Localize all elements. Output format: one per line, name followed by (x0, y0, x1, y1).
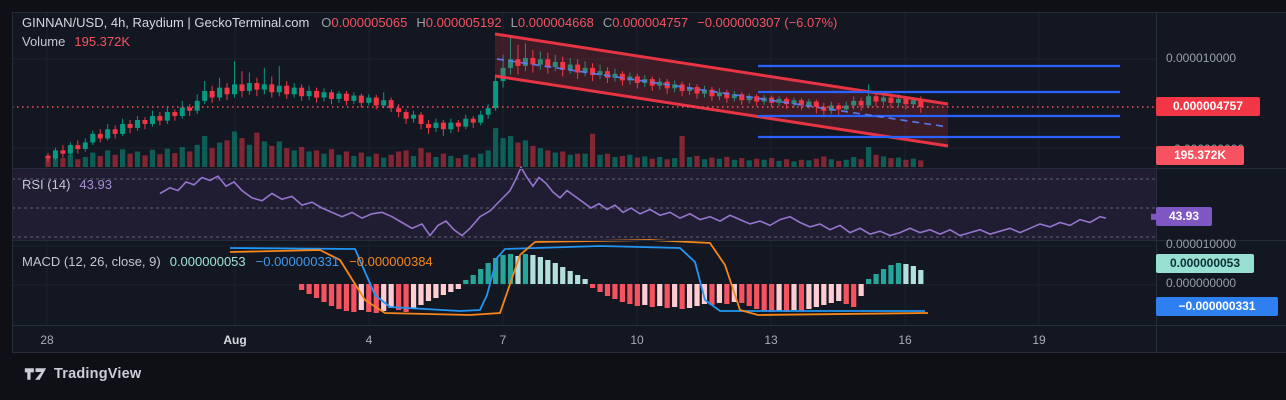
time-axis-label: 4 (365, 333, 373, 347)
time-axis-label: 13 (764, 333, 778, 347)
ohlc-letter-o: O (321, 15, 332, 30)
ohlc-value-l: 0.000004668 (517, 15, 594, 30)
time-axis-label: Aug (223, 333, 247, 347)
macd-positive-badge: 0.000000053 (1156, 254, 1254, 273)
time-axis-label: 19 (1032, 333, 1046, 347)
tradingview-logo-icon (24, 368, 47, 380)
rsi-value: 43.93 (79, 177, 112, 192)
time-axis-label: 28 (40, 333, 54, 347)
volume-badge: 195.372K (1156, 146, 1244, 165)
ohlc-value-o: 0.000005065 (331, 15, 408, 30)
current-price-badge: 0.000004757 (1156, 97, 1260, 116)
ohlc-letter-l: L (510, 15, 518, 30)
time-axis-label: 16 (898, 333, 912, 347)
macd-label[interactable]: MACD (12, 26, close, 9) (22, 254, 161, 269)
macd-axis-label-top: 0.000010000 (1166, 237, 1237, 251)
ohlc-value-c: 0.000004757 (612, 15, 689, 30)
time-axis-label: 7 (499, 333, 507, 347)
legend-volume: Volume 195.372K (22, 34, 130, 49)
macd-axis-label-zero: 0.000000000 (1166, 276, 1237, 290)
price-change: −0.000000307 (−6.07%) (697, 15, 838, 30)
macd-value-0: 0.000000053 (169, 254, 246, 269)
legend-rsi: RSI (14) 43.93 (22, 177, 112, 192)
ohlc-value-h: 0.000005192 (425, 15, 502, 30)
rsi-label[interactable]: RSI (14) (22, 177, 71, 192)
rsi-badge: 43.93 (1156, 207, 1212, 226)
symbol-title[interactable]: GINNAN/USD, 4h, Raydium | GeckoTerminal.… (22, 15, 310, 30)
volume-value: 195.372K (74, 34, 131, 49)
tradingview-watermark-text: TradingView (54, 366, 142, 382)
volume-label[interactable]: Volume (22, 34, 66, 49)
macd-negative-badge: −0.000000331 (1156, 297, 1278, 316)
legend-price: GINNAN/USD, 4h, Raydium | GeckoTerminal.… (22, 15, 837, 30)
ohlc-letter-h: H (416, 15, 426, 30)
tradingview-watermark[interactable]: TradingView (24, 366, 141, 382)
macd-value-1: −0.000000331 (255, 254, 340, 269)
macd-value-2: −0.000000384 (349, 254, 433, 269)
time-axis-label: 10 (630, 333, 644, 347)
ohlc-letter-c: C (602, 15, 613, 30)
price-axis-label-top: 0.000010000 (1166, 51, 1237, 65)
time-axis[interactable]: 28 Aug 4 7 10 13 16 19 (12, 326, 1286, 352)
legend-macd: MACD (12, 26, close, 9) 0.000000053 −0.000… (22, 254, 443, 269)
